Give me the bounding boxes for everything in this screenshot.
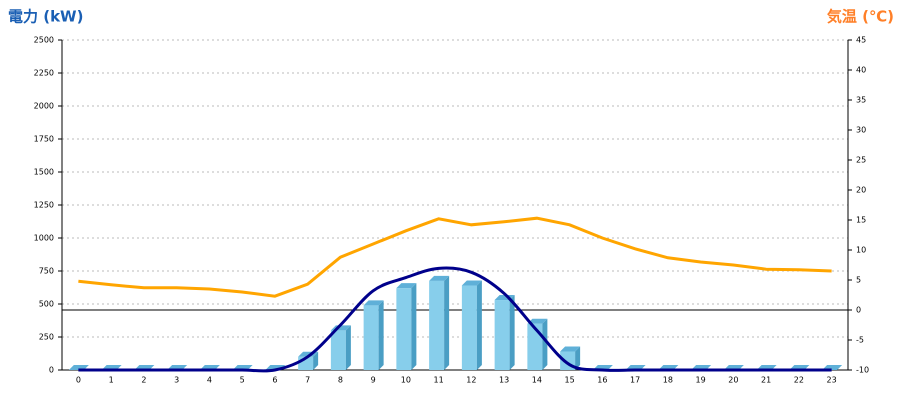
y-tick-label: 2000 — [34, 102, 54, 111]
bar-front — [330, 330, 346, 370]
y2-tick-label: 25 — [856, 156, 866, 165]
x-tick-label: 20 — [728, 376, 738, 385]
y2-tick-label: 40 — [856, 66, 866, 75]
y2-tick-label: 0 — [856, 306, 861, 315]
y2-axis-title: 気温 (℃) — [827, 8, 894, 26]
y-tick-label: 750 — [39, 267, 54, 276]
bar-front — [527, 323, 543, 370]
y-tick-label: 1000 — [34, 234, 54, 243]
x-tick-label: 2 — [141, 376, 146, 385]
y2-tick-label: 15 — [856, 216, 866, 225]
bar-top — [363, 300, 384, 306]
x-tick-label: 16 — [597, 376, 607, 385]
bar-side — [444, 275, 450, 370]
x-tick-label: 0 — [76, 376, 81, 385]
x-tick-label: 12 — [466, 376, 476, 385]
bar — [494, 295, 515, 370]
x-tick-label: 11 — [434, 376, 444, 385]
bar-front — [494, 300, 510, 370]
bar — [363, 300, 384, 370]
y-tick-label: 2500 — [34, 36, 54, 45]
bar-front — [461, 285, 477, 370]
bar-front — [363, 305, 379, 370]
y-tick-label: 1250 — [34, 201, 54, 210]
bar-front — [396, 288, 412, 370]
bar-front — [429, 280, 445, 370]
y-axis-title: 電力 (kW) — [8, 8, 83, 26]
y-tick-label: 500 — [39, 300, 54, 309]
bar-side — [345, 325, 351, 370]
y2-tick-label: 10 — [856, 246, 866, 255]
x-tick-label: 18 — [663, 376, 673, 385]
bar-side — [313, 351, 319, 370]
y2-tick-label: 20 — [856, 186, 866, 195]
line — [78, 216, 832, 298]
x-tick-label: 7 — [305, 376, 310, 385]
x-tick-label: 6 — [272, 376, 277, 385]
x-tick-label: 10 — [401, 376, 411, 385]
y-tick-label: 1750 — [34, 135, 54, 144]
y2-tick-label: -5 — [856, 336, 864, 345]
x-tick-label: 17 — [630, 376, 640, 385]
x-tick-label: 4 — [207, 376, 212, 385]
x-tick-label: 14 — [532, 376, 542, 385]
x-tick-label: 15 — [565, 376, 575, 385]
y2-tick-label: 35 — [856, 96, 866, 105]
bar-top — [461, 280, 482, 286]
bar-side — [476, 280, 482, 370]
y-tick-label: 2250 — [34, 69, 54, 78]
x-tick-label: 1 — [109, 376, 114, 385]
bar-side — [575, 346, 581, 370]
bar-top — [429, 275, 450, 281]
bar-top — [560, 346, 581, 352]
y-tick-label: 0 — [49, 366, 54, 375]
x-tick-label: 22 — [794, 376, 804, 385]
x-tick-label: 23 — [827, 376, 837, 385]
x-tick-label: 5 — [240, 376, 245, 385]
x-tick-label: 21 — [761, 376, 771, 385]
y2-tick-label: -10 — [856, 366, 869, 375]
x-tick-label: 9 — [371, 376, 376, 385]
y2-tick-label: 45 — [856, 36, 866, 45]
y-tick-label: 1500 — [34, 168, 54, 177]
bar-side — [378, 300, 384, 370]
bar — [429, 275, 450, 370]
x-tick-label: 8 — [338, 376, 343, 385]
bar — [560, 346, 581, 370]
bar-top — [396, 283, 417, 289]
bar — [396, 283, 417, 370]
bar — [461, 280, 482, 370]
y-tick-label: 250 — [39, 333, 54, 342]
bar-top — [527, 318, 548, 324]
bar-side — [542, 318, 548, 370]
bar — [527, 318, 548, 370]
bar-side — [411, 283, 417, 370]
bar-side — [509, 295, 515, 370]
y2-tick-label: 30 — [856, 126, 866, 135]
line — [78, 266, 832, 373]
y2-tick-label: 5 — [856, 276, 861, 285]
x-tick-label: 19 — [696, 376, 706, 385]
x-tick-label: 3 — [174, 376, 179, 385]
x-tick-label: 13 — [499, 376, 509, 385]
